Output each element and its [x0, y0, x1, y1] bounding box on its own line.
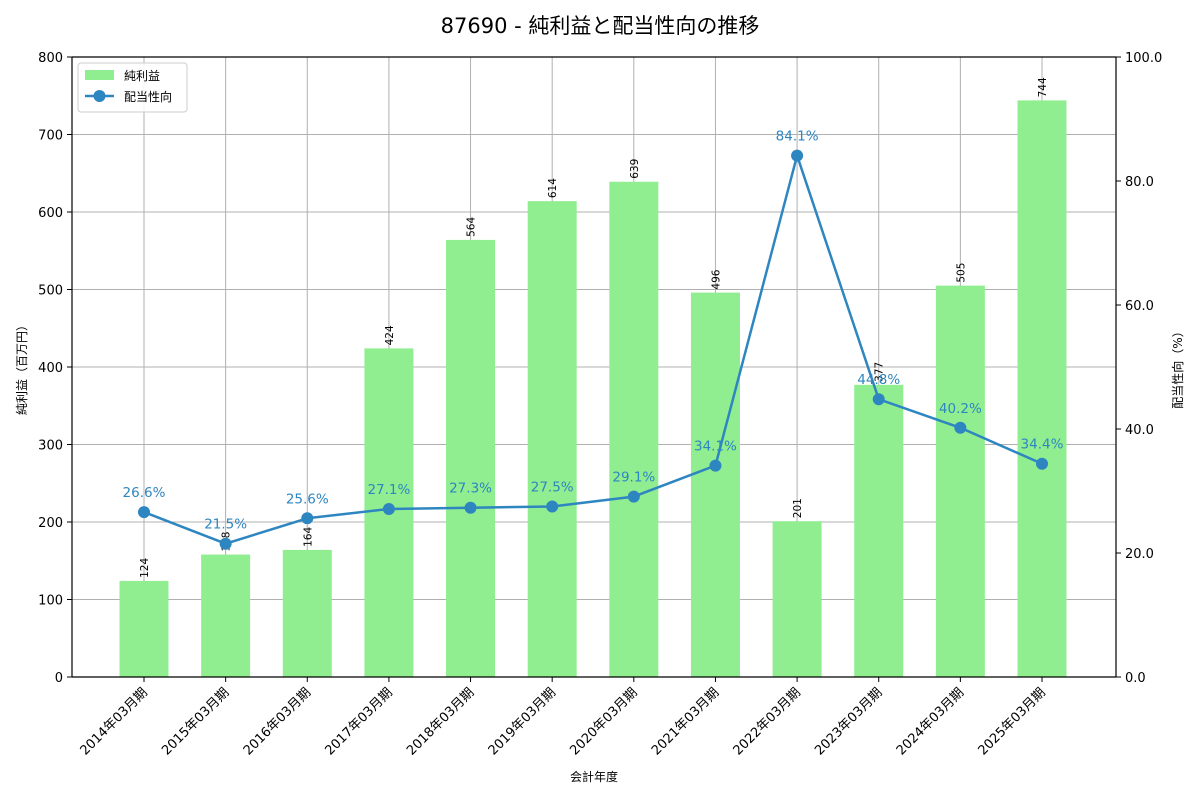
bar-value-label: 744 — [1037, 77, 1049, 97]
bar-value-label: 424 — [384, 325, 396, 345]
x-tick-label: 2022年03月期 — [731, 685, 804, 758]
payout-ratio-label: 25.6% — [286, 491, 329, 507]
payout-ratio-label: 84.1% — [776, 129, 819, 145]
x-tick-label: 2017年03月期 — [322, 685, 395, 758]
x-tick-label: 2023年03月期 — [812, 685, 885, 758]
y-tick-label: 200 — [38, 516, 63, 531]
line-marker — [709, 459, 722, 472]
payout-ratio-label: 40.2% — [939, 401, 982, 417]
bar-value-label: 505 — [955, 263, 967, 283]
y-right-tick-label: 20.0 — [1125, 547, 1154, 562]
bar-value-label: 614 — [547, 178, 559, 198]
x-tick-label: 2024年03月期 — [894, 685, 967, 758]
bar — [201, 554, 251, 677]
x-tick-label: 2021年03月期 — [649, 685, 722, 758]
legend-label-net-income: 純利益 — [124, 69, 160, 83]
y-right-tick-label: 80.0 — [1125, 175, 1154, 190]
y-right-tick-label: 100.0 — [1125, 51, 1162, 66]
payout-ratio-label: 34.1% — [694, 439, 737, 455]
payout-ratio-label: 29.1% — [612, 470, 655, 486]
line-marker — [1036, 457, 1048, 470]
x-tick-label: 2015年03月期 — [159, 685, 232, 758]
payout-ratio-label: 21.5% — [204, 517, 247, 533]
y-tick-label: 500 — [38, 284, 63, 299]
bar — [935, 285, 985, 677]
line-marker — [954, 421, 967, 434]
x-tick-label: 2025年03月期 — [976, 685, 1049, 758]
legend-swatch-net-income — [85, 70, 114, 80]
bar — [119, 580, 169, 677]
line-marker — [872, 393, 885, 406]
line-marker — [546, 500, 559, 513]
legend-label-payout-ratio: 配当性向 — [124, 89, 172, 104]
bar — [282, 549, 332, 677]
y-right-tick-label: 60.0 — [1125, 299, 1154, 314]
y-tick-label: 400 — [38, 361, 63, 376]
bar-value-label: 496 — [710, 269, 722, 289]
y-tick-label: 100 — [38, 594, 63, 609]
line-marker — [382, 502, 395, 515]
y-right-tick-label: 0.0 — [1125, 671, 1146, 686]
line-marker — [464, 501, 477, 514]
x-tick-label: 2020年03月期 — [567, 685, 640, 758]
x-tick-label: 2014年03月期 — [78, 685, 151, 758]
bar-value-label: 164 — [302, 527, 314, 547]
y-right-tick-label: 40.0 — [1125, 423, 1154, 438]
y-axis-label-right: 配当性向（%） — [1170, 325, 1185, 408]
bar-series-net-income — [119, 100, 1067, 677]
y-tick-label: 600 — [38, 206, 63, 221]
y-tick-label: 0 — [55, 671, 63, 686]
bar-value-label: 377 — [874, 362, 886, 382]
payout-ratio-label: 26.6% — [123, 485, 166, 501]
line-marker — [219, 537, 232, 550]
bar-value-labels: 124158164424564614639496201377505744 — [139, 77, 1049, 578]
bar — [609, 181, 659, 677]
bar-value-label: 124 — [139, 558, 151, 578]
legend-marker-payout-ratio — [93, 90, 106, 102]
bar-value-label: 201 — [792, 498, 804, 518]
bar — [527, 201, 577, 677]
line-marker — [138, 506, 150, 519]
payout-ratio-label: 34.4% — [1021, 437, 1064, 453]
y-tick-label: 300 — [38, 439, 63, 454]
payout-ratio-label: 27.1% — [367, 482, 410, 498]
y-tick-label: 700 — [38, 129, 63, 144]
payout-ratio-label: 27.5% — [531, 480, 574, 496]
bar — [690, 292, 740, 677]
y-axis-label-left: 純利益（百万円） — [15, 319, 29, 415]
line-series-payout-ratio: 26.6% 21.5% 25.6% 27.1% 27.3% 27.5% 29.1% 34.1%… — [123, 129, 1064, 550]
bar-value-label: 564 — [466, 217, 478, 237]
x-tick-label: 2018年03月期 — [404, 685, 477, 758]
bar — [1017, 100, 1067, 677]
line-marker — [301, 512, 314, 525]
bar — [446, 239, 496, 677]
payout-ratio-label: 44.8% — [857, 372, 900, 388]
payout-ratio-label: 27.3% — [449, 481, 492, 497]
line-marker — [791, 149, 804, 162]
line-marker — [627, 490, 640, 503]
x-axis-label: 会計年度 — [570, 769, 618, 784]
x-tick-label: 2016年03月期 — [241, 685, 314, 758]
bar-value-label: 639 — [629, 159, 641, 179]
y-tick-label: 800 — [38, 51, 63, 66]
bar — [772, 521, 822, 677]
chart-title: 87690 - 純利益と配当性向の推移 — [441, 14, 760, 38]
bar — [854, 384, 904, 677]
x-tick-label: 2019年03月期 — [486, 685, 559, 758]
